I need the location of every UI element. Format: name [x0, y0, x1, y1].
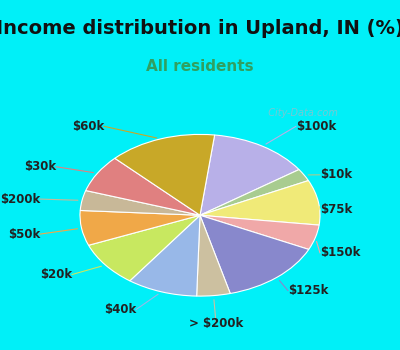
- Wedge shape: [200, 181, 320, 225]
- Text: $10k: $10k: [320, 168, 352, 181]
- Text: > $200k: > $200k: [189, 316, 243, 330]
- Wedge shape: [200, 169, 308, 215]
- Text: $30k: $30k: [24, 160, 56, 173]
- Wedge shape: [115, 134, 215, 215]
- Text: $150k: $150k: [320, 246, 360, 259]
- Wedge shape: [80, 210, 200, 245]
- Wedge shape: [200, 135, 299, 215]
- Text: $125k: $125k: [288, 284, 328, 297]
- Text: $100k: $100k: [296, 120, 336, 133]
- Wedge shape: [200, 215, 319, 250]
- Text: $60k: $60k: [72, 120, 104, 133]
- Text: $200k: $200k: [0, 193, 40, 205]
- Text: $75k: $75k: [320, 203, 352, 216]
- Wedge shape: [88, 215, 200, 281]
- Wedge shape: [197, 215, 230, 296]
- Wedge shape: [80, 190, 200, 215]
- Text: City-Data.com: City-Data.com: [262, 108, 338, 118]
- Text: $40k: $40k: [104, 303, 136, 316]
- Text: $20k: $20k: [40, 268, 72, 281]
- Text: All residents: All residents: [146, 58, 254, 74]
- Wedge shape: [200, 215, 309, 294]
- Wedge shape: [130, 215, 200, 296]
- Text: $50k: $50k: [8, 228, 40, 240]
- Text: Income distribution in Upland, IN (%): Income distribution in Upland, IN (%): [0, 19, 400, 38]
- Wedge shape: [86, 158, 200, 215]
